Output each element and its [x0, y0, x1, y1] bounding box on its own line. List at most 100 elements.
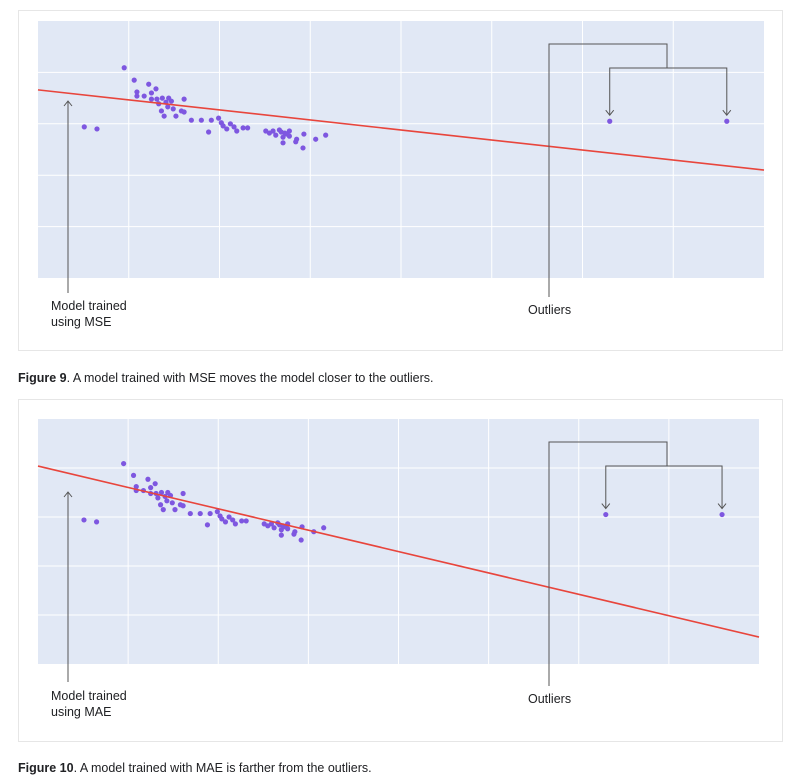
mae-chart — [37, 419, 760, 686]
data-point — [230, 517, 236, 523]
data-point — [158, 489, 165, 496]
data-point — [145, 476, 151, 482]
data-point — [159, 95, 165, 101]
data-point — [239, 518, 245, 524]
data-point — [280, 140, 286, 146]
data-point — [214, 509, 220, 515]
data-point — [278, 527, 284, 533]
outliers-label: Outliers — [528, 303, 572, 317]
data-point — [181, 96, 187, 102]
outlier-bracket-branch — [605, 465, 723, 509]
data-point — [180, 503, 186, 509]
data-point — [168, 98, 175, 104]
data-point — [204, 522, 211, 528]
data-point — [294, 136, 300, 142]
data-point — [280, 134, 286, 140]
data-point — [234, 128, 240, 134]
data-point — [215, 115, 222, 121]
data-point — [172, 507, 178, 513]
data-point — [231, 124, 237, 130]
arrow-down-icon — [605, 109, 615, 117]
arrow-down-icon — [722, 109, 732, 117]
figure-10: Model trained using MAE Outliers — [18, 399, 783, 742]
data-point — [301, 131, 307, 137]
data-point — [300, 145, 306, 151]
arrow-up-icon — [63, 100, 73, 107]
data-point — [226, 514, 232, 520]
regression-line — [37, 465, 760, 638]
data-point — [131, 77, 137, 83]
data-point — [245, 125, 251, 131]
data-point — [724, 118, 730, 124]
data-point — [93, 519, 100, 525]
outliers-label: Outliers — [528, 692, 572, 706]
data-point — [164, 498, 170, 504]
model-label: Model trained using MAE — [51, 688, 127, 720]
data-point — [153, 86, 159, 92]
data-point — [134, 89, 140, 95]
arrow-down-icon — [717, 503, 727, 510]
data-point — [292, 529, 298, 535]
mse-chart — [37, 21, 765, 297]
data-point — [155, 495, 161, 501]
data-point — [187, 510, 193, 517]
data-point — [188, 117, 194, 123]
figure-10-caption: Figure 10. A model trained with MAE is f… — [18, 761, 372, 775]
data-point — [298, 537, 304, 543]
model-label-line1: Model trained — [51, 299, 127, 313]
data-point — [286, 128, 292, 134]
data-point — [121, 460, 127, 467]
outlier-bracket-branch — [609, 67, 728, 116]
data-point — [160, 507, 166, 513]
data-point — [270, 128, 276, 134]
data-point — [240, 125, 246, 131]
model-label-line2: using MAE — [51, 705, 112, 719]
data-point — [208, 117, 214, 123]
data-point — [323, 132, 329, 138]
data-point — [161, 113, 167, 119]
data-point — [121, 65, 127, 71]
caption-text: . A model trained with MSE moves the mod… — [66, 371, 434, 385]
data-point — [81, 124, 87, 130]
data-point — [603, 511, 609, 518]
data-point — [219, 516, 225, 522]
data-point — [148, 90, 155, 96]
data-point — [268, 521, 275, 527]
outlier-bracket — [548, 43, 668, 297]
data-point — [207, 510, 213, 517]
data-point — [148, 485, 154, 491]
data-point — [607, 118, 613, 124]
data-point — [130, 472, 137, 478]
data-point — [141, 93, 147, 99]
data-point — [271, 525, 277, 531]
model-label: Model trained using MSE — [51, 298, 127, 330]
caption-text: . A model trained with MAE is farther fr… — [73, 761, 372, 775]
figure-9: Model trained using MSE Outliers — [18, 10, 783, 351]
figure-9-caption: Figure 9. A model trained with MSE moves… — [18, 371, 433, 385]
data-point — [134, 93, 140, 99]
data-point — [154, 96, 160, 102]
data-point — [158, 108, 165, 114]
data-point — [313, 136, 319, 142]
caption-label: Figure 9 — [18, 371, 67, 385]
data-point — [173, 113, 179, 119]
data-point — [227, 121, 233, 127]
data-point — [181, 109, 187, 115]
data-point — [224, 126, 230, 132]
data-point — [94, 126, 100, 132]
data-point — [198, 117, 204, 123]
data-point — [285, 526, 291, 532]
data-point — [286, 133, 292, 139]
data-point — [220, 123, 226, 129]
data-point — [81, 517, 87, 523]
data-point — [157, 502, 164, 508]
caption-label: Figure 10 — [18, 761, 74, 775]
arrow-down-icon — [601, 503, 611, 510]
data-point — [146, 81, 152, 87]
data-point — [232, 521, 238, 527]
data-point — [169, 500, 175, 506]
data-point — [206, 129, 212, 135]
outlier-bracket — [548, 441, 668, 686]
model-label-line1: Model trained — [51, 689, 127, 703]
regression-line — [37, 89, 765, 171]
